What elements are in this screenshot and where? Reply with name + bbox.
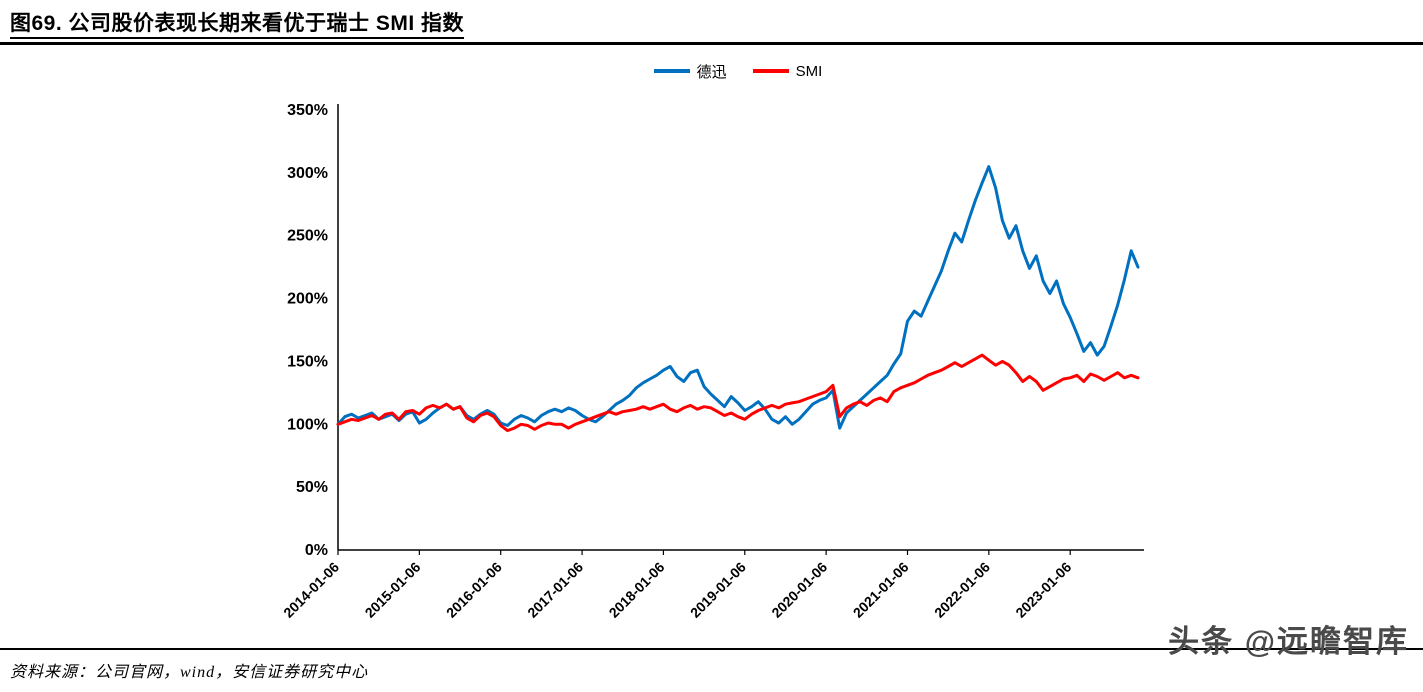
- x-axis-label: 2014-01-06: [280, 559, 342, 621]
- legend-item: SMI: [752, 62, 823, 80]
- legend-label: 德迅: [696, 63, 727, 81]
- x-axis-label: 2021-01-06: [850, 559, 912, 621]
- watermark: 头条 @远瞻智库: [1168, 624, 1409, 659]
- y-axis-label: 0%: [305, 542, 328, 559]
- y-axis-label: 150%: [287, 353, 328, 370]
- x-axis-label: 2016-01-06: [443, 559, 505, 621]
- y-axis-label: 200%: [287, 291, 328, 308]
- x-axis-label: 2017-01-06: [524, 559, 586, 621]
- x-axis-label: 2020-01-06: [768, 559, 830, 621]
- legend-swatch: [752, 69, 789, 73]
- figure-title: 图69. 公司股价表现长期来看优于瑞士 SMI 指数: [10, 12, 465, 35]
- footer-rule: [0, 648, 1423, 650]
- y-axis-label: 300%: [287, 165, 328, 182]
- x-axis-label: 2023-01-06: [1012, 559, 1074, 621]
- y-axis-label: 50%: [296, 479, 328, 496]
- chart-legend: 德迅 SMI: [258, 60, 1218, 82]
- x-axis-label: 2015-01-06: [362, 559, 424, 621]
- x-axis-label: 2018-01-06: [606, 559, 668, 621]
- legend-label: SMI: [795, 62, 823, 80]
- series-line-德迅: [336, 165, 1140, 430]
- x-axis-label: 2022-01-06: [931, 559, 993, 621]
- y-axis-label: 100%: [287, 416, 328, 433]
- source-note: 资料来源：公司官网，wind，安信证券研究中心: [10, 664, 369, 681]
- legend-swatch: [653, 69, 690, 73]
- series-line-SMI: [336, 353, 1140, 433]
- y-axis-label: 250%: [287, 228, 328, 245]
- legend-item: 德迅: [653, 61, 727, 82]
- header-rule: [0, 42, 1423, 45]
- y-axis-label: 350%: [287, 102, 328, 119]
- x-axis-label: 2019-01-06: [687, 559, 749, 621]
- stock-performance-line-chart: 0% 50% 100% 150% 200% 250% 300% 350% 2014-01-06 2…: [280, 102, 1144, 621]
